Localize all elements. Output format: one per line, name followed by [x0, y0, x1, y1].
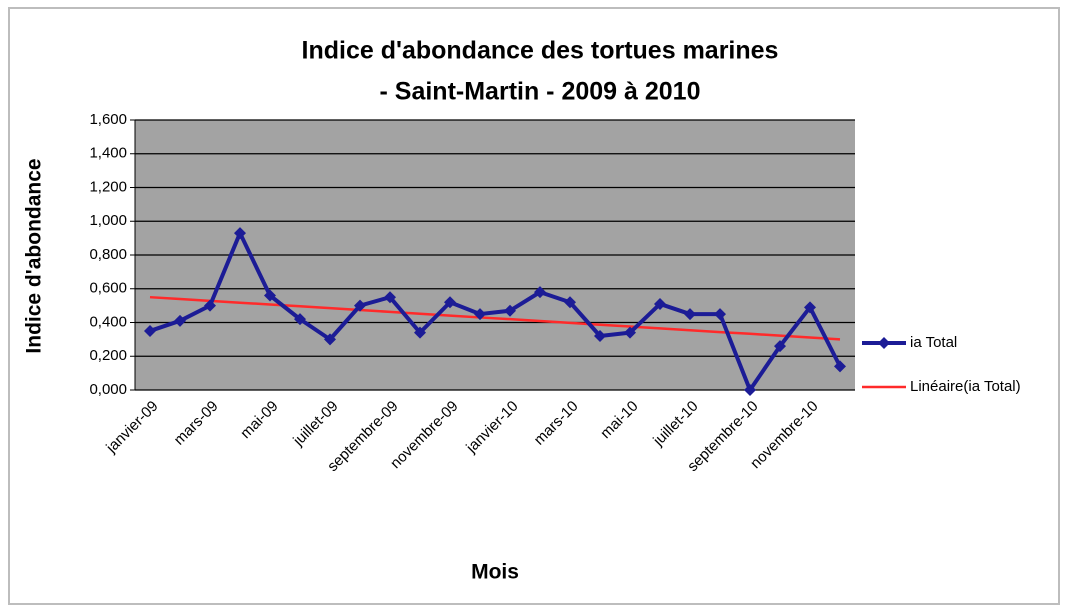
- data-point: [174, 314, 186, 327]
- chart-title: - Saint-Martin - 2009 à 2010: [380, 78, 701, 106]
- legend-label: Linéaire(ia Total): [910, 378, 1021, 395]
- legend-label: ia Total: [910, 334, 957, 351]
- y-axis-label: Indice d'abondance: [23, 158, 46, 353]
- data-point: [564, 296, 576, 309]
- data-point: [234, 227, 246, 240]
- data-point: [324, 333, 336, 346]
- legend-marker: [878, 337, 890, 349]
- data-point: [354, 299, 366, 312]
- y-tick-label: 0,800: [89, 246, 127, 263]
- data-point: [144, 324, 156, 337]
- data-point: [384, 291, 396, 304]
- series-line: [149, 231, 842, 392]
- data-point: [264, 289, 276, 302]
- chart-title: Indice d'abondance des tortues marines: [302, 37, 779, 65]
- y-tick-label: 0,400: [89, 313, 127, 330]
- data-point: [654, 297, 666, 310]
- y-tick-label: 1,600: [89, 111, 127, 128]
- y-tick-label: 0,000: [89, 381, 127, 398]
- data-point: [414, 326, 426, 339]
- data-point: [294, 313, 306, 326]
- y-tick-label: 1,200: [89, 178, 127, 195]
- y-tick-label: 1,400: [89, 145, 127, 162]
- y-tick-label: 0,200: [89, 347, 127, 364]
- data-point: [684, 308, 696, 321]
- data-point: [744, 384, 756, 396]
- data-point: [804, 301, 816, 314]
- series-line: [149, 295, 841, 341]
- data-point: [834, 360, 846, 373]
- data-point: [594, 330, 606, 342]
- y-tick-label: 0,600: [89, 280, 127, 297]
- data-point: [504, 304, 516, 317]
- data-point: [204, 299, 216, 312]
- data-point: [534, 286, 546, 299]
- data-point: [444, 296, 456, 309]
- data-point: [474, 308, 486, 321]
- data-point: [624, 326, 636, 339]
- y-tick-label: 1,000: [89, 212, 127, 229]
- data-point: [714, 308, 726, 321]
- data-point: [774, 340, 786, 353]
- x-axis-label: Mois: [471, 561, 519, 584]
